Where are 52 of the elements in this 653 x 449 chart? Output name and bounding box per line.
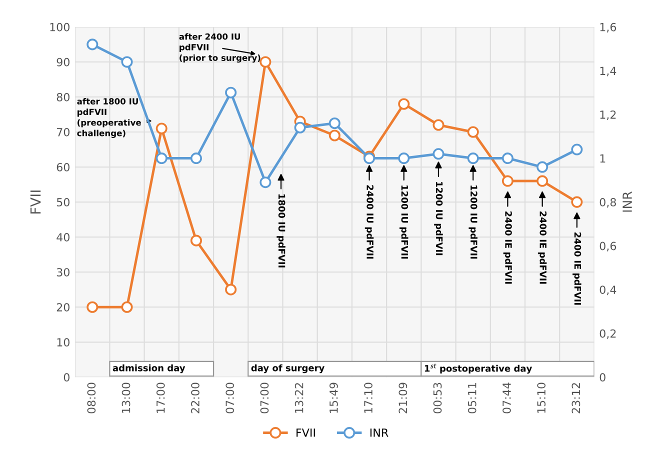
annotation: 1200 IU pdFVII [468,186,478,259]
annotation: 2400 IE pdFVII [538,212,547,284]
x-tick-label: 17:10 [364,382,372,413]
y2-tick-label: 0,4 [600,286,616,296]
annotation: after 2400 IU pdFVII (prior to surgery) [179,33,260,63]
x-tick-label: 05:11 [468,383,476,414]
annotation: admission day [112,364,186,374]
x-tick-label: 00:53 [433,382,442,414]
x-tick-label: 22:00 [191,382,200,414]
y-tick-label: 60 [56,163,70,172]
y-tick-label: 20 [56,303,70,312]
x-tick-label: 13:00 [122,382,130,413]
y-tick-label: 100 [50,22,70,32]
y-tick-label: 50 [56,198,70,206]
y-tick-label: 30 [56,268,70,276]
y2-tick-label: 1,6 [600,22,616,32]
x-tick-label: 07:00 [226,382,234,414]
x-tick-label: 15:10 [537,382,546,413]
annotation: 1200 IU pdFVII [400,186,408,259]
annotation: 1$^{st}$ postoperative day [424,364,532,374]
y-tick-label: 80 [56,92,70,102]
y2-tick-label: 0,6 [600,242,616,252]
x-tick-label: 07:00 [260,382,269,414]
x-tick-label: 15:49 [329,382,338,413]
x-tick-label: 21:09 [398,382,408,414]
y2-tick-label: 0 [600,373,606,382]
y-tick-label: 90 [56,58,70,66]
y2-tick-label: 0,2 [600,329,616,339]
y-tick-label: 10 [57,338,70,347]
annotation: 2400 IE pdFVII [572,232,582,305]
x-tick-label: 07:44 [502,382,511,414]
y2-tick-label: 1,4 [600,66,616,76]
y-tick-label: 40 [56,233,70,242]
legend-label: FVII [296,428,315,437]
x-tick-label: 17:00 [156,382,165,413]
annotation: 1200 IU pdFVII [434,182,443,256]
y2-tick-label: 1,2 [600,110,616,120]
annotation: 2400 IE pdFVII [503,212,512,284]
x-tick-label: 08:00 [87,382,96,414]
x-tick-label: 13:22 [294,383,304,413]
y2-tick-label: 1 [600,154,606,162]
y-axis-title: FVII [30,190,41,214]
legend-label: INR [370,428,388,437]
annotation: day of surgery [251,364,324,374]
y2-axis-title: INR [622,192,632,212]
y-tick-label: 0 [64,373,70,382]
x-tick-label: 23:12 [572,383,580,414]
annotation: 2400 IU pdFVII [364,185,374,259]
annotation: after 1800 IU pdFVII (preoperative challenge) [77,98,141,138]
y2-tick-label: 0,8 [600,198,616,208]
y-tick-label: 70 [57,128,70,136]
annotation: 1800 IU pdFVII [276,194,286,268]
